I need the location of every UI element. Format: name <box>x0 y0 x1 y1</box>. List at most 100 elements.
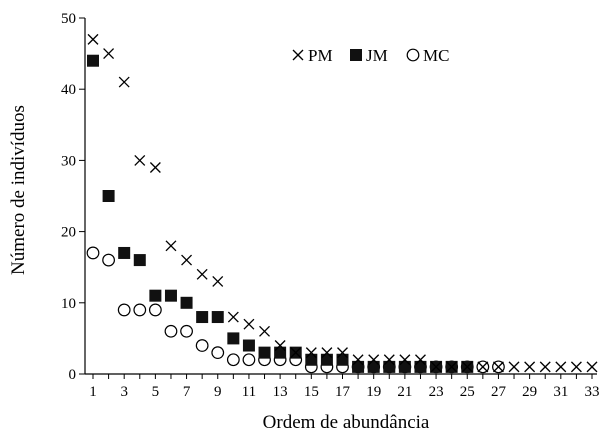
point-pm <box>305 347 317 359</box>
legend-item-mc: MC <box>406 46 449 65</box>
point-jm <box>274 346 287 359</box>
point-jm <box>367 360 380 373</box>
point-pm <box>477 361 489 373</box>
point-pm <box>181 254 193 266</box>
point-pm <box>87 33 99 45</box>
point-pm <box>524 361 536 373</box>
x-tick-label: 23 <box>429 384 444 400</box>
y-tick-label: 0 <box>69 367 77 383</box>
y-tick-label: 20 <box>61 225 76 241</box>
point-jm <box>258 346 271 359</box>
point-mc <box>164 324 178 338</box>
point-pm <box>352 354 364 366</box>
point-jm <box>102 190 115 202</box>
y-tick-label: 30 <box>61 153 76 169</box>
point-jm <box>352 360 365 373</box>
x-tick-label: 7 <box>183 384 191 400</box>
point-mc <box>180 324 193 338</box>
point-jm <box>242 339 255 352</box>
point-mc <box>195 339 209 352</box>
point-pm <box>446 361 458 373</box>
series-jm <box>87 54 474 373</box>
x-tick-label: 13 <box>273 384 288 400</box>
legend-label: JM <box>366 46 388 65</box>
point-jm <box>196 311 209 324</box>
x-axis-title: Ordem de abundância <box>263 412 430 433</box>
point-jm <box>180 296 193 309</box>
point-mc <box>117 303 131 317</box>
point-pm <box>415 354 426 366</box>
y-tick-label: 40 <box>61 82 76 98</box>
legend-label: MC <box>423 46 449 65</box>
point-jm <box>149 289 162 302</box>
point-jm <box>414 360 427 373</box>
y-axis-title: Número de indivíduos <box>8 105 29 275</box>
x-tick-label: 3 <box>120 384 128 400</box>
legend-marker-jm <box>350 49 362 61</box>
point-pm <box>321 347 333 359</box>
x-tick-label: 9 <box>214 384 222 400</box>
point-pm <box>227 311 239 323</box>
x-tick-label: 19 <box>366 384 381 400</box>
x-tick-label: 15 <box>304 384 319 400</box>
point-pm <box>368 354 380 366</box>
point-pm <box>492 361 504 373</box>
point-pm <box>290 347 302 359</box>
x-tick-label: 1 <box>89 384 97 400</box>
point-jm <box>227 332 240 345</box>
point-pm <box>399 354 411 366</box>
point-pm <box>555 361 567 373</box>
point-jm <box>383 360 396 373</box>
legend-item-jm: JM <box>350 46 388 65</box>
legend-item-pm: PM <box>292 46 333 65</box>
x-tick-label: 33 <box>585 384 599 400</box>
point-pm <box>337 347 348 359</box>
point-mc <box>148 303 162 317</box>
x-tick-label: 27 <box>491 384 507 400</box>
point-pm <box>508 361 520 373</box>
point-mc <box>133 303 147 317</box>
point-jm <box>164 289 177 302</box>
y-tick-label: 10 <box>61 296 76 312</box>
point-jm <box>336 353 349 366</box>
point-jm <box>211 311 224 324</box>
point-jm <box>305 353 318 366</box>
point-jm <box>133 254 146 267</box>
point-jm <box>118 246 131 259</box>
legend-marker-mc <box>406 48 420 62</box>
point-pm <box>586 361 598 373</box>
point-pm <box>383 354 395 366</box>
x-tick-label: 21 <box>397 384 412 400</box>
point-pm <box>103 48 115 60</box>
y-tick-label: 50 <box>61 11 76 27</box>
point-pm <box>430 361 442 373</box>
x-tick-label: 11 <box>242 384 256 400</box>
x-tick-label: 29 <box>522 384 537 400</box>
data-marks <box>86 33 598 374</box>
x-tick-label: 5 <box>152 384 160 400</box>
legend-marker-pm <box>292 49 304 61</box>
point-mc <box>211 346 225 360</box>
point-pm <box>570 361 582 373</box>
x-tick-label: 25 <box>460 384 475 400</box>
point-pm <box>461 361 473 373</box>
legend: PM JM MC <box>292 46 449 65</box>
point-mc <box>226 353 240 367</box>
point-pm <box>259 325 270 337</box>
point-jm <box>320 353 333 366</box>
point-mc <box>86 246 100 260</box>
x-tick-label: 31 <box>553 384 568 400</box>
series-pm <box>87 33 598 373</box>
point-jm <box>87 54 99 67</box>
point-pm <box>212 275 224 287</box>
point-mc <box>102 253 115 267</box>
legend-label: PM <box>308 46 333 65</box>
point-pm <box>118 76 130 88</box>
point-pm <box>539 361 551 373</box>
point-mc <box>242 353 256 367</box>
point-pm <box>196 268 208 280</box>
point-pm <box>149 162 161 173</box>
point-jm <box>398 360 411 373</box>
